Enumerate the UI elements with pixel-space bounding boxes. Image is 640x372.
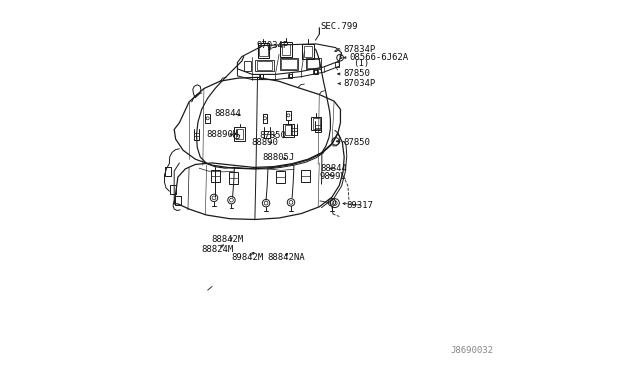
Text: 87850: 87850 <box>343 69 370 78</box>
Bar <box>257 43 269 58</box>
Text: J8690032: J8690032 <box>450 346 493 355</box>
Bar <box>236 129 243 139</box>
Bar <box>306 58 321 69</box>
Text: 88890M: 88890M <box>207 130 239 139</box>
Text: 89317: 89317 <box>346 201 373 210</box>
Text: S: S <box>338 55 342 60</box>
Text: 88844: 88844 <box>320 164 347 173</box>
Bar <box>311 117 321 130</box>
Bar <box>302 44 314 59</box>
Text: 9899L: 9899L <box>319 172 346 181</box>
Bar <box>280 42 292 57</box>
Bar <box>259 45 268 56</box>
Bar <box>229 172 238 184</box>
Bar <box>234 127 245 141</box>
Text: 87034P: 87034P <box>343 79 375 88</box>
Text: 87834P: 87834P <box>343 45 375 54</box>
Text: -: - <box>335 138 340 147</box>
Bar <box>307 59 319 68</box>
Text: 88890: 88890 <box>252 138 278 147</box>
Text: 88805J: 88805J <box>262 153 295 162</box>
Bar <box>288 74 292 78</box>
Bar <box>244 61 251 71</box>
Bar <box>282 59 297 69</box>
Text: 88842NA: 88842NA <box>267 253 305 262</box>
Bar <box>280 58 298 70</box>
Text: 87850: 87850 <box>343 138 370 147</box>
Bar <box>276 171 285 183</box>
Bar <box>304 46 312 57</box>
Text: 88824M: 88824M <box>201 245 233 254</box>
Bar <box>257 61 273 70</box>
Text: 97034P: 97034P <box>257 41 289 50</box>
Text: SEC.799: SEC.799 <box>320 22 358 31</box>
Text: 88842M: 88842M <box>211 235 244 244</box>
Bar <box>259 74 264 79</box>
Bar <box>314 70 318 74</box>
Text: 89842M: 89842M <box>232 253 264 262</box>
Bar <box>335 62 339 67</box>
Text: -: - <box>335 45 340 54</box>
Text: -: - <box>335 69 340 78</box>
Text: (1): (1) <box>353 60 370 68</box>
Text: -: - <box>335 79 340 88</box>
Text: 87850: 87850 <box>260 131 287 140</box>
Bar <box>211 170 220 182</box>
Bar <box>285 125 292 135</box>
Bar <box>301 170 310 182</box>
Bar <box>255 60 274 71</box>
Bar <box>283 124 294 137</box>
Bar <box>312 118 320 129</box>
Text: 88844: 88844 <box>214 109 241 118</box>
Text: 08566-6J62A: 08566-6J62A <box>349 53 408 62</box>
Bar <box>282 44 290 55</box>
